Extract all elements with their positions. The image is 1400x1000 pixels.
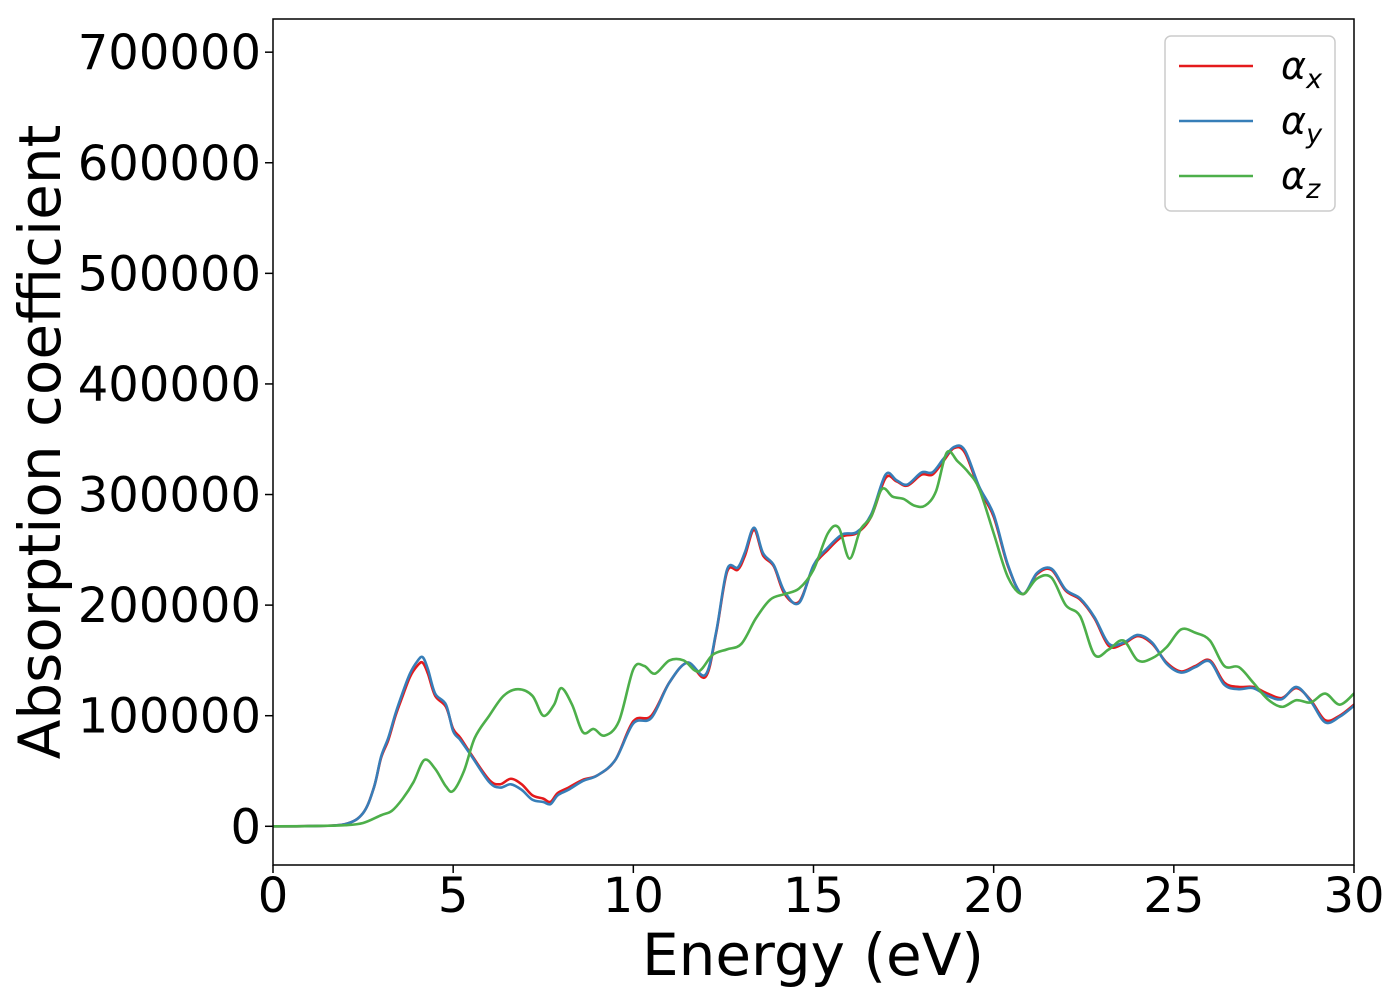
legend-subscript: x [1305,64,1323,95]
x-tick-label: 20 [963,868,1024,924]
legend-subscript: y [1305,119,1323,150]
y-tick-label: 100000 [78,689,261,745]
y-axis: 0 100000 200000 300000 400000 500000 600000 700… [78,25,273,855]
legend-subscript: z [1305,174,1321,205]
legend-symbol: α [1281,99,1306,143]
y-tick-label: 500000 [78,246,261,302]
x-tick-label: 15 [783,868,844,924]
x-tick-label: 25 [1143,868,1204,924]
y-tick-label: 700000 [78,25,261,81]
legend-label-x: αx [1281,44,1323,95]
series-line-z [273,450,1354,828]
y-tick-label: 300000 [78,468,261,524]
series-line-y [273,444,1354,828]
x-tick-label: 10 [603,868,664,924]
x-tick-label: 30 [1323,868,1384,924]
plot-lines [273,444,1354,828]
x-axis: 0 5 10 15 20 25 30 [258,865,1385,924]
legend-box [1164,35,1336,212]
y-tick-label: 600000 [78,136,261,192]
legend-label-y: αy [1281,99,1323,150]
y-axis-label: Absorption coefficient [6,125,74,760]
legend-label-z: αz [1281,154,1321,205]
y-tick-label: 200000 [78,578,261,634]
x-tick-label: 5 [438,868,469,924]
y-tick-label: 0 [230,799,261,855]
legend-symbol: α [1281,44,1306,88]
x-axis-label: Energy (eV) [642,921,984,989]
legend-symbol: α [1281,154,1306,198]
x-tick-label: 0 [258,868,289,924]
y-tick-label: 400000 [78,357,261,413]
